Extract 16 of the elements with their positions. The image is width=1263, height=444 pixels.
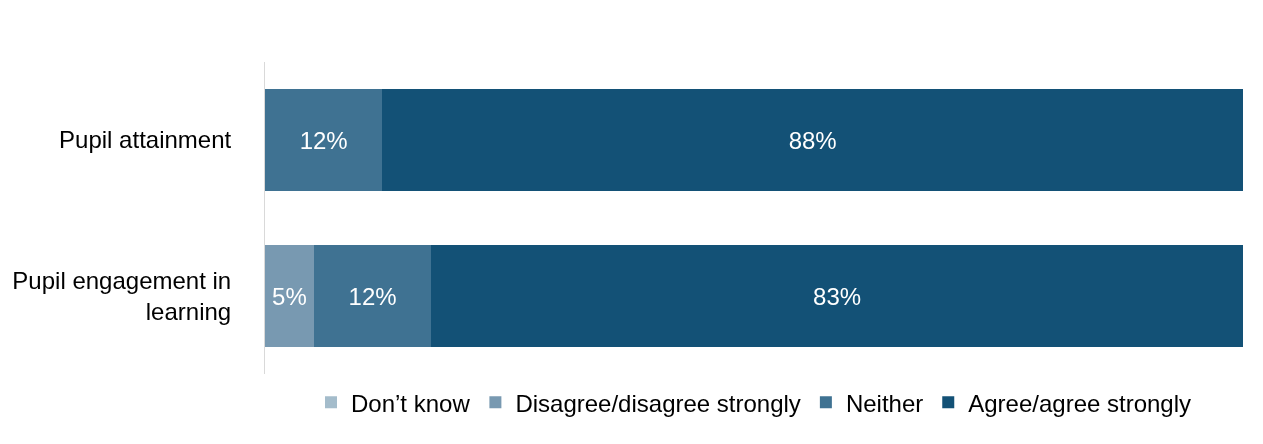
y-tick-label: Pupil engagement in learning (12, 266, 232, 325)
bar (382, 88, 1243, 192)
bar (265, 88, 383, 192)
legend-label: Neither (845, 389, 924, 417)
legend-label: Don’t know (351, 389, 471, 417)
legend-label: Disagree/disagree strongly (515, 389, 801, 417)
data-label: 12% (348, 282, 397, 310)
data-label: 88% (788, 126, 837, 154)
y-tick-label: Pupil attainment (59, 126, 232, 154)
data-label: 83% (813, 282, 862, 310)
legend-label: Agree/agree strongly (968, 389, 1192, 417)
data-label: 12% (299, 126, 348, 154)
bar (265, 244, 314, 348)
data-label: 5% (272, 282, 307, 310)
bar (431, 244, 1243, 348)
bar (313, 244, 432, 348)
